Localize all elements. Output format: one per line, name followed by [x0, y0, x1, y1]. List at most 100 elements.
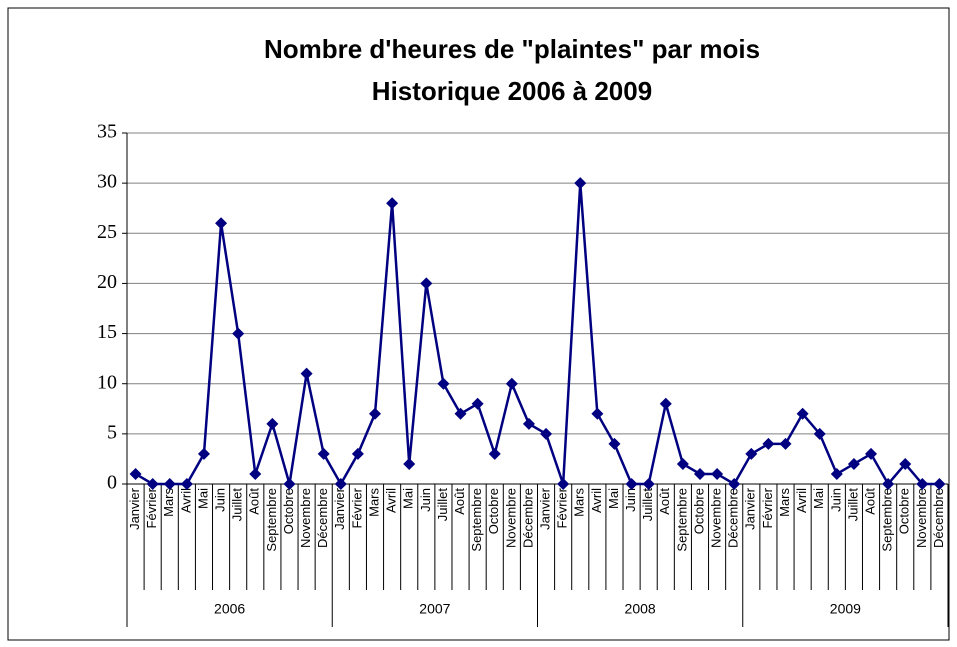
x-tick-label: Avril — [178, 488, 193, 513]
x-tick-label: Mars — [777, 488, 792, 517]
x-tick-label: Août — [862, 488, 877, 515]
x-tick-label: Juillet — [435, 488, 450, 522]
data-point — [608, 437, 621, 450]
data-point — [334, 478, 347, 490]
x-tick-label: Août — [657, 488, 672, 515]
y-tick-label: 15 — [97, 321, 117, 343]
data-point — [369, 407, 382, 420]
x-tick-label: Avril — [589, 488, 604, 513]
data-point — [642, 478, 655, 490]
group-label: 2009 — [830, 601, 861, 617]
x-tick-label: Mai — [195, 488, 210, 509]
data-line — [134, 183, 940, 487]
x-tick-label: Janvier — [537, 487, 552, 530]
data-point — [300, 367, 313, 380]
x-tick-label: Mai — [401, 488, 416, 509]
data-point — [471, 397, 484, 410]
data-point — [728, 478, 741, 490]
data-point — [796, 407, 809, 420]
data-point — [488, 447, 501, 460]
data-point — [283, 478, 296, 490]
x-tick-label: Avril — [384, 488, 399, 513]
data-point — [933, 478, 946, 490]
y-tick-label: 25 — [97, 221, 117, 243]
data-point — [557, 478, 570, 490]
x-tick-label: Février — [349, 487, 364, 528]
data-point — [540, 427, 553, 440]
data-point — [215, 217, 228, 230]
data-point — [659, 397, 672, 410]
data-point — [232, 327, 245, 340]
y-tick-label: 20 — [97, 271, 117, 293]
x-tick-label: Novembre — [503, 488, 518, 548]
x-tick-label: Février — [760, 487, 775, 528]
y-tick-label: 35 — [97, 121, 117, 143]
x-tick-label: Octobre — [691, 488, 706, 534]
x-tick-label: Août — [452, 488, 467, 515]
x-tick-label: Mars — [572, 488, 587, 517]
x-tick-label: Octobre — [897, 488, 912, 534]
x-tick-label: Septembre — [674, 488, 689, 552]
data-point — [693, 467, 706, 480]
data-point — [197, 447, 210, 460]
x-tick-label: Juillet — [640, 488, 655, 522]
x-tick-label: Juillet — [230, 488, 245, 522]
data-point — [146, 478, 159, 490]
y-tick-label: 0 — [107, 472, 117, 494]
x-tick-label: Octobre — [281, 488, 296, 534]
data-point — [676, 457, 689, 470]
data-point — [505, 377, 518, 390]
data-point — [591, 407, 604, 420]
data-point — [129, 467, 142, 480]
x-tick-label: Septembre — [880, 488, 895, 552]
x-tick-label: Septembre — [264, 488, 279, 552]
x-tick-label: Janvier — [332, 487, 347, 530]
x-tick-label: Mars — [161, 488, 176, 517]
data-point — [249, 467, 262, 480]
x-tick-label: Décembre — [726, 488, 741, 548]
data-point — [574, 177, 587, 190]
group-label: 2007 — [419, 601, 450, 617]
x-tick-label: Novembre — [709, 488, 724, 548]
x-tick-label: Septembre — [469, 488, 484, 552]
data-point — [830, 467, 843, 480]
x-tick-label: Janvier — [127, 487, 142, 530]
x-tick-label: Octobre — [486, 488, 501, 534]
data-point — [745, 447, 758, 460]
data-point — [386, 197, 399, 210]
chart-title: Nombre d'heures de "plaintes" par mois — [264, 34, 760, 64]
x-tick-label: Mai — [606, 488, 621, 509]
x-tick-label: Février — [555, 487, 570, 528]
y-tick-label: 5 — [107, 421, 117, 443]
x-tick-label: Juin — [828, 488, 843, 512]
x-tick-label: Juin — [213, 488, 228, 512]
data-point — [625, 478, 638, 490]
data-point — [847, 457, 860, 470]
x-tick-label: Décembre — [315, 488, 330, 548]
x-tick-label: Novembre — [914, 488, 929, 548]
data-point — [266, 417, 279, 430]
chart-title: Historique 2006 à 2009 — [372, 76, 652, 106]
data-point — [899, 457, 912, 470]
data-point — [420, 277, 433, 290]
group-label: 2008 — [625, 601, 656, 617]
x-tick-label: Février — [144, 487, 159, 528]
x-tick-label: Novembre — [298, 488, 313, 548]
data-point — [437, 377, 450, 390]
data-point — [522, 417, 535, 430]
data-point — [865, 447, 878, 460]
data-point — [454, 407, 467, 420]
data-point — [403, 457, 416, 470]
data-point — [779, 437, 792, 450]
y-tick-label: 10 — [97, 371, 117, 393]
data-point — [317, 447, 330, 460]
y-tick-label: 30 — [97, 171, 117, 193]
x-tick-label: Juin — [418, 488, 433, 512]
data-point — [163, 478, 176, 490]
x-tick-label: Décembre — [931, 488, 946, 548]
data-point — [813, 427, 826, 440]
data-point — [882, 478, 895, 490]
data-point — [916, 478, 929, 490]
x-tick-label: Juin — [623, 488, 638, 512]
